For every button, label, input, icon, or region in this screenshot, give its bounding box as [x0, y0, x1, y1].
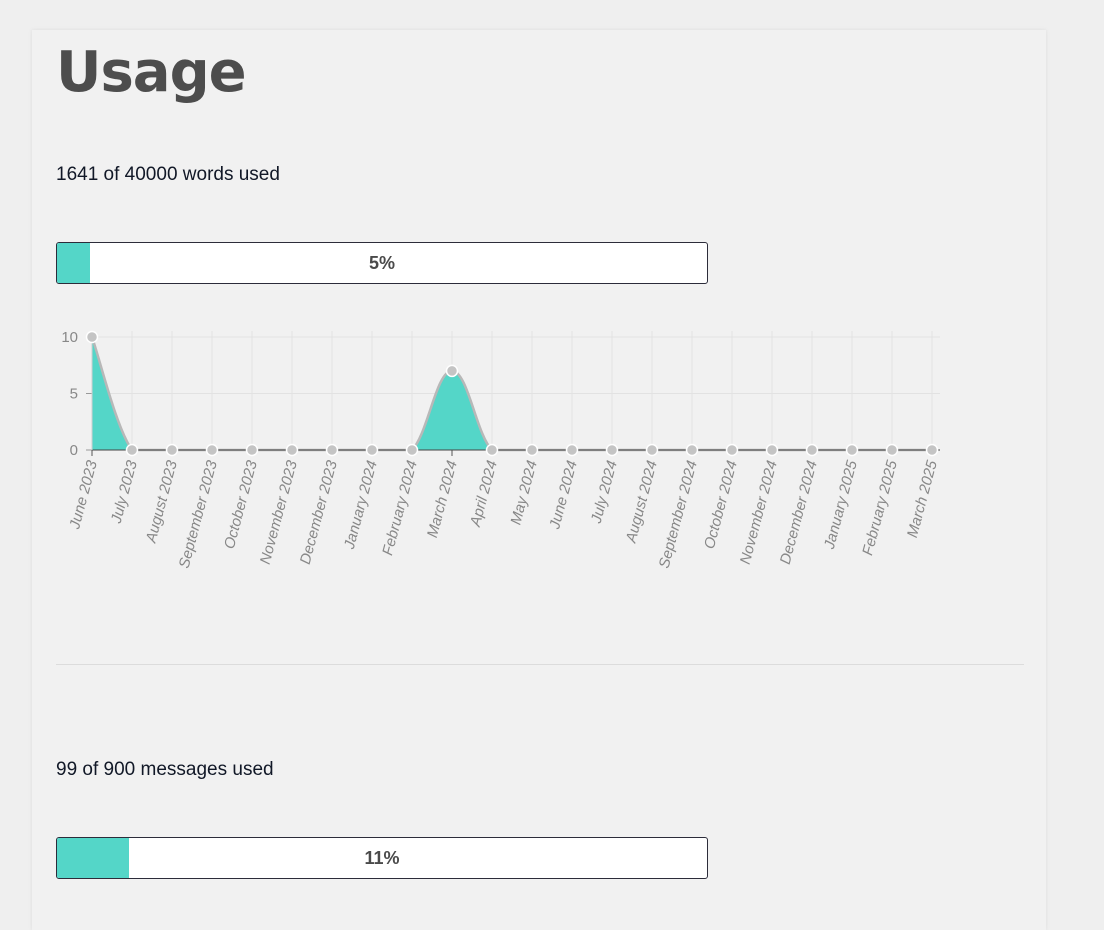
data-point	[445, 364, 459, 378]
data-point	[645, 443, 659, 457]
data-point	[405, 443, 419, 457]
data-point	[925, 443, 939, 457]
messages-usage-text: 99 of 900 messages used	[56, 759, 274, 780]
x-tick-label: May 2024	[507, 459, 540, 527]
x-tick-label: August 2023	[142, 458, 181, 545]
messages-progress-label: 11%	[364, 847, 400, 868]
x-tick-label: June 2023	[66, 458, 101, 532]
data-point	[325, 443, 339, 457]
messages-progress-fill	[57, 838, 129, 878]
y-tick-label: 5	[70, 386, 78, 403]
messages-progress-bar: 11%	[56, 837, 708, 879]
x-tick-label: September 2024	[656, 459, 701, 571]
data-point	[165, 443, 179, 457]
data-point	[525, 443, 539, 457]
data-point	[685, 443, 699, 457]
x-tick-label: March 2024	[424, 459, 461, 540]
x-tick-label: October 2023	[221, 458, 261, 551]
data-point	[805, 443, 819, 457]
usage-card	[32, 30, 1046, 930]
words-progress-fill	[57, 243, 90, 283]
y-tick-label: 10	[61, 329, 78, 346]
x-tick-label: July 2023	[108, 458, 141, 526]
x-tick-label: June 2024	[546, 459, 581, 532]
data-point	[205, 443, 219, 457]
words-progress-label: 5%	[368, 252, 395, 273]
section-divider	[56, 664, 1024, 665]
data-point	[485, 443, 499, 457]
x-tick-label: March 2025	[904, 458, 941, 540]
x-tick-label: December 2023	[297, 458, 341, 566]
x-tick-label: February 2025	[859, 458, 901, 557]
data-point	[365, 443, 379, 457]
x-tick-label: January 2024	[341, 459, 381, 552]
x-tick-label: February 2024	[379, 459, 421, 558]
data-point	[605, 443, 619, 457]
x-tick-label: October 2024	[701, 459, 741, 551]
data-point	[285, 443, 299, 457]
data-point	[125, 443, 139, 457]
x-tick-label: August 2024	[622, 459, 660, 546]
data-point	[565, 443, 579, 457]
words-usage-text: 1641 of 40000 words used	[56, 164, 280, 185]
data-point	[725, 443, 739, 457]
x-tick-label: December 2024	[777, 459, 821, 566]
data-point	[765, 443, 779, 457]
x-tick-label: November 2023	[257, 458, 301, 566]
data-point	[845, 443, 859, 457]
words-progress-bar: 5%	[56, 242, 708, 284]
data-point	[245, 443, 259, 457]
x-tick-label: September 2023	[176, 458, 221, 570]
data-point	[885, 443, 899, 457]
x-tick-label: November 2024	[737, 459, 781, 566]
x-tick-label: July 2024	[588, 459, 621, 526]
x-tick-label: April 2024	[467, 459, 501, 530]
y-tick-label: 0	[70, 442, 78, 459]
page-title: Usage	[56, 40, 247, 105]
x-tick-label: January 2025	[821, 458, 861, 552]
data-point	[85, 330, 99, 344]
